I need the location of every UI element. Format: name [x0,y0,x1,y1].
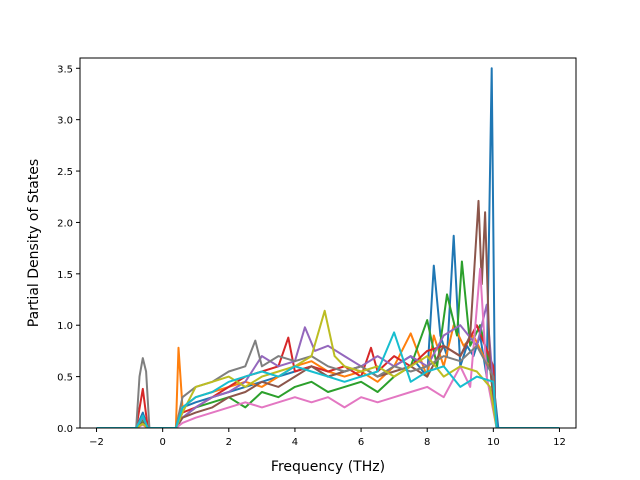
x-tick-label: 10 [487,437,500,448]
y-tick-label: 1.5 [57,270,73,281]
x-tick-label: 0 [159,437,165,448]
y-tick-label: 3.0 [57,116,73,127]
y-tick-label: 2.5 [57,167,73,178]
x-tick-label: −2 [89,437,104,448]
y-tick-label: 0.0 [57,424,73,435]
x-tick-label: 12 [553,437,566,448]
x-axis-ticks: −2 0 2 4 6 8 10 12 [89,428,566,448]
x-tick-label: 8 [424,437,430,448]
x-tick-label: 2 [226,437,232,448]
y-axis-ticks: 0.0 0.5 1.0 1.5 2.0 2.5 3.0 3.5 [57,64,80,435]
series-line-8 [96,339,560,428]
series-line-10 [96,331,560,428]
y-tick-label: 1.0 [57,321,73,332]
y-tick-label: 2.0 [57,218,73,229]
axes-frame [79,57,577,429]
y-axis-label: Partial Density of States [26,159,42,327]
series-line-6 [96,199,560,428]
x-axis-label: Frequency (THz) [271,459,385,475]
series-layer [96,67,560,428]
series-line-7 [96,267,560,428]
y-tick-label: 3.5 [57,64,73,75]
x-tick-label: 4 [292,437,298,448]
y-tick-label: 0.5 [57,373,73,384]
x-tick-label: 6 [358,437,364,448]
